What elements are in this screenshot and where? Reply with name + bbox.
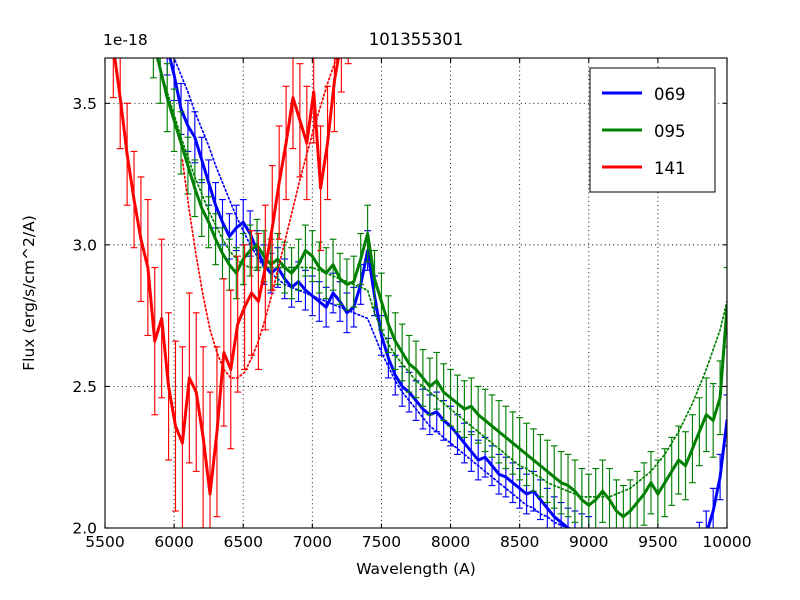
x-axis-label: Wavelength (A) [356,560,476,578]
page-title: 101355301 [369,30,463,49]
data-series-layer [109,58,727,528]
y-tick-label: 3.0 [72,236,97,254]
x-tick-label: 7000 [293,533,332,551]
legend-label-141: 141 [654,159,686,178]
x-tick-label: 9500 [638,533,677,551]
y-tick-label: 2.5 [72,378,97,396]
y-axis-offset-label: 1e-18 [103,31,148,49]
y-tick-label: 3.5 [72,95,97,113]
x-tick-label: 7500 [362,533,401,551]
plot-border [104,57,728,529]
x-tick-label: 8000 [431,533,470,551]
series-069-line [168,58,727,528]
x-tick-label: 5500 [85,533,124,551]
axis-ticks [104,58,728,529]
x-tick-label: 10000 [702,533,751,551]
x-tick-label: 8500 [500,533,539,551]
axis-tick-labels: 5500 6000 6500 7000 7500 8000 8500 9000 9500 1000… [72,95,751,551]
y-tick-label: 2.0 [72,520,97,538]
series-069-model-line [173,58,571,528]
x-tick-label: 6000 [154,533,193,551]
legend-label-095: 095 [654,122,686,141]
x-tick-label: 9000 [569,533,608,551]
series-095-line [155,58,727,519]
series-095 [149,58,727,528]
axes-frame [104,57,728,529]
y-axis-label: Flux (erg/s/cm^2/A) [20,215,38,371]
legend[interactable]: 069 095 141 [589,67,716,193]
series-141-line [113,58,340,496]
series-069 [163,58,727,528]
legend-label-069: 069 [654,85,686,104]
x-tick-label: 6500 [223,533,262,551]
series-141 [109,58,352,528]
legend-box [589,67,716,193]
